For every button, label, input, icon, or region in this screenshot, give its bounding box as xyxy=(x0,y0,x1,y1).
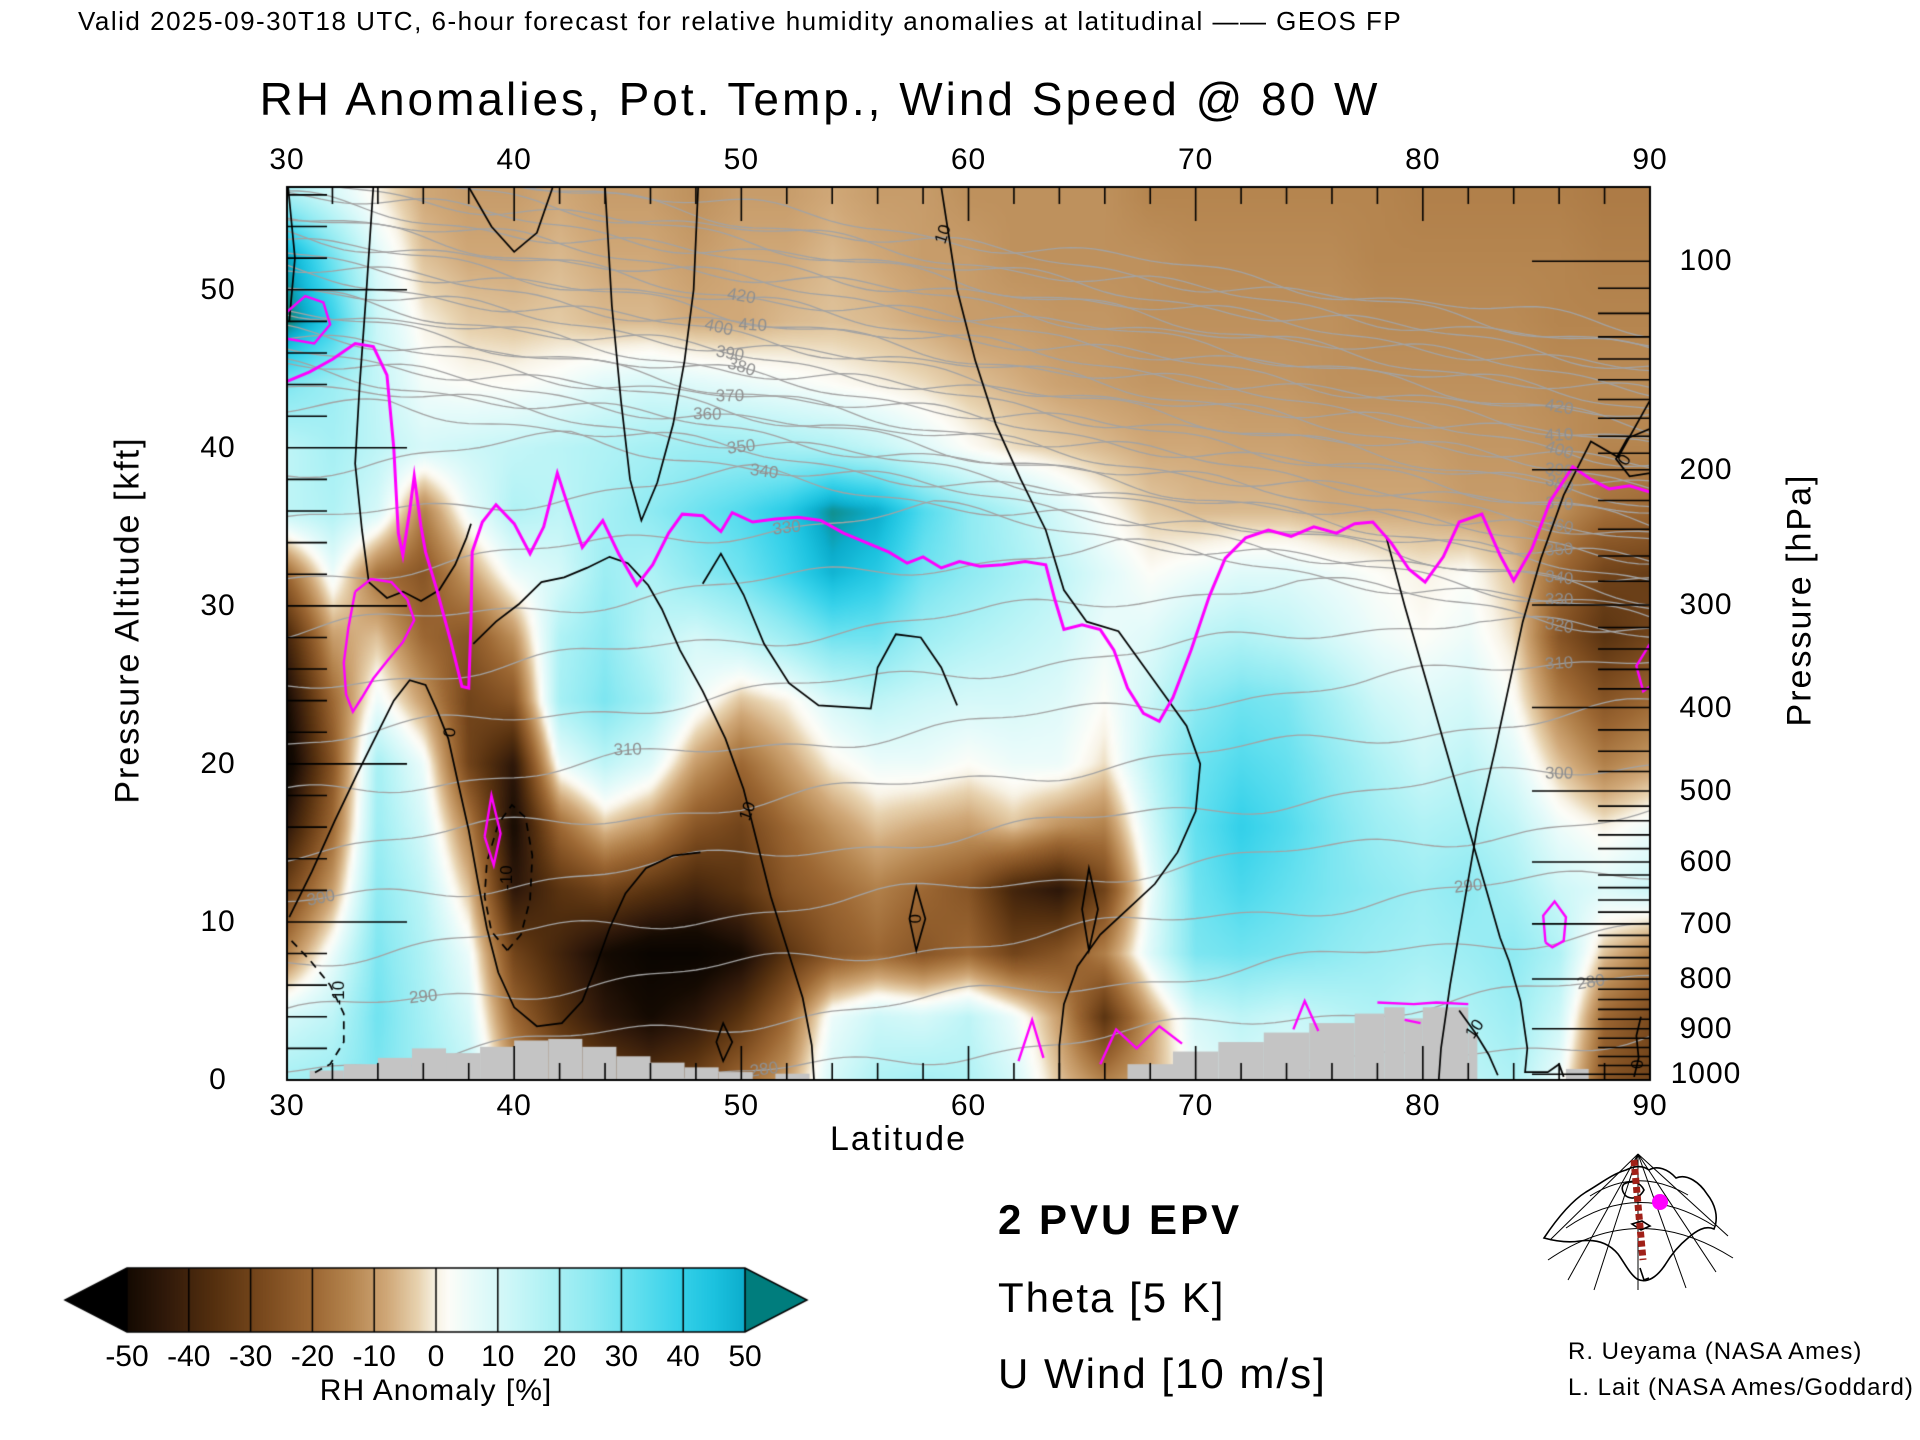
coastline-hudson-bay xyxy=(1621,1181,1645,1199)
colorbar-tick-20: 20 xyxy=(542,1340,577,1373)
graticule-meridian xyxy=(1637,1153,1729,1237)
graticule-arc xyxy=(1565,1202,1715,1229)
legend-theta-entry: Theta [5 K] xyxy=(998,1274,1226,1321)
cross-section-line xyxy=(1630,1159,1647,1261)
colorbar-tick--30: -30 xyxy=(228,1340,273,1373)
colorbar-tick--10: -10 xyxy=(352,1340,396,1373)
colorbar-tick-50: 50 xyxy=(728,1340,762,1373)
colorbar-tick-40: 40 xyxy=(666,1340,700,1373)
graticule-meridian xyxy=(1637,1153,1687,1289)
graticule-meridian xyxy=(1567,1153,1639,1281)
colorbar-tick--50: -50 xyxy=(105,1340,149,1373)
location-inset-map xyxy=(1542,1153,1734,1291)
colorbar-tick--40: -40 xyxy=(167,1340,211,1373)
coastline-florida xyxy=(1639,1267,1650,1282)
credits: R. Ueyama (NASA Ames) L. Lait (NASA Ames… xyxy=(1568,1338,1914,1401)
colorbar-tick-0: 0 xyxy=(427,1340,445,1373)
legend-uwind-entry: U Wind [10 m/s] xyxy=(998,1350,1327,1397)
colorbar-tick--20: -20 xyxy=(290,1340,335,1373)
legend-epv-entry: 2 PVU EPV xyxy=(998,1196,1243,1243)
graticule-meridian xyxy=(1593,1153,1639,1291)
graticule-meridian xyxy=(1637,1153,1717,1273)
legend: 2 PVU EPV Theta [5 K] U Wind [10 m/s] xyxy=(998,1196,1327,1398)
location-dot xyxy=(1652,1194,1668,1210)
coastline xyxy=(1542,1165,1717,1282)
colorbar-tick-30: 30 xyxy=(604,1340,639,1373)
graticule-meridian xyxy=(1549,1153,1639,1241)
colorbar-title: RH Anomaly [%] xyxy=(319,1374,553,1407)
colorbar-tick-10: 10 xyxy=(481,1340,515,1373)
